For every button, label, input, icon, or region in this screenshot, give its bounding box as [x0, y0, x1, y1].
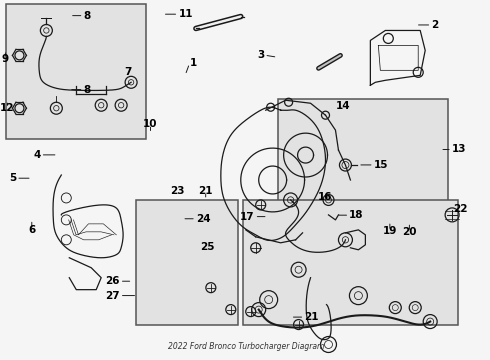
- Text: 20: 20: [402, 227, 416, 237]
- Text: 6: 6: [28, 225, 35, 235]
- Text: 2: 2: [431, 20, 439, 30]
- Text: 17: 17: [240, 212, 254, 222]
- Text: 12: 12: [0, 103, 15, 113]
- Text: 16: 16: [318, 192, 332, 202]
- Text: 24: 24: [196, 214, 211, 224]
- Text: 2022 Ford Bronco Turbocharger Diagram: 2022 Ford Bronco Turbocharger Diagram: [168, 342, 324, 351]
- Bar: [244, 200, 458, 325]
- Text: 14: 14: [336, 102, 351, 112]
- Bar: [6, 4, 146, 139]
- Text: 8: 8: [84, 85, 91, 95]
- Text: 15: 15: [374, 160, 388, 170]
- Text: 21: 21: [304, 312, 319, 322]
- Text: 18: 18: [349, 210, 364, 220]
- Text: 13: 13: [452, 144, 466, 154]
- Text: 7: 7: [124, 67, 131, 77]
- Text: 27: 27: [105, 291, 120, 301]
- Bar: [277, 99, 448, 207]
- Text: 22: 22: [453, 204, 468, 215]
- Text: 8: 8: [84, 11, 91, 21]
- Text: 19: 19: [383, 226, 397, 236]
- Text: 4: 4: [33, 150, 41, 160]
- Text: 10: 10: [143, 120, 158, 129]
- Text: 25: 25: [200, 243, 215, 252]
- Text: 5: 5: [9, 173, 16, 183]
- Text: 11: 11: [178, 9, 193, 19]
- Text: 9: 9: [2, 54, 9, 64]
- Text: 26: 26: [105, 276, 120, 286]
- Text: 3: 3: [257, 50, 264, 60]
- Text: 23: 23: [170, 186, 185, 197]
- Text: 21: 21: [198, 186, 213, 197]
- Bar: [136, 200, 239, 325]
- Text: 1: 1: [190, 58, 197, 68]
